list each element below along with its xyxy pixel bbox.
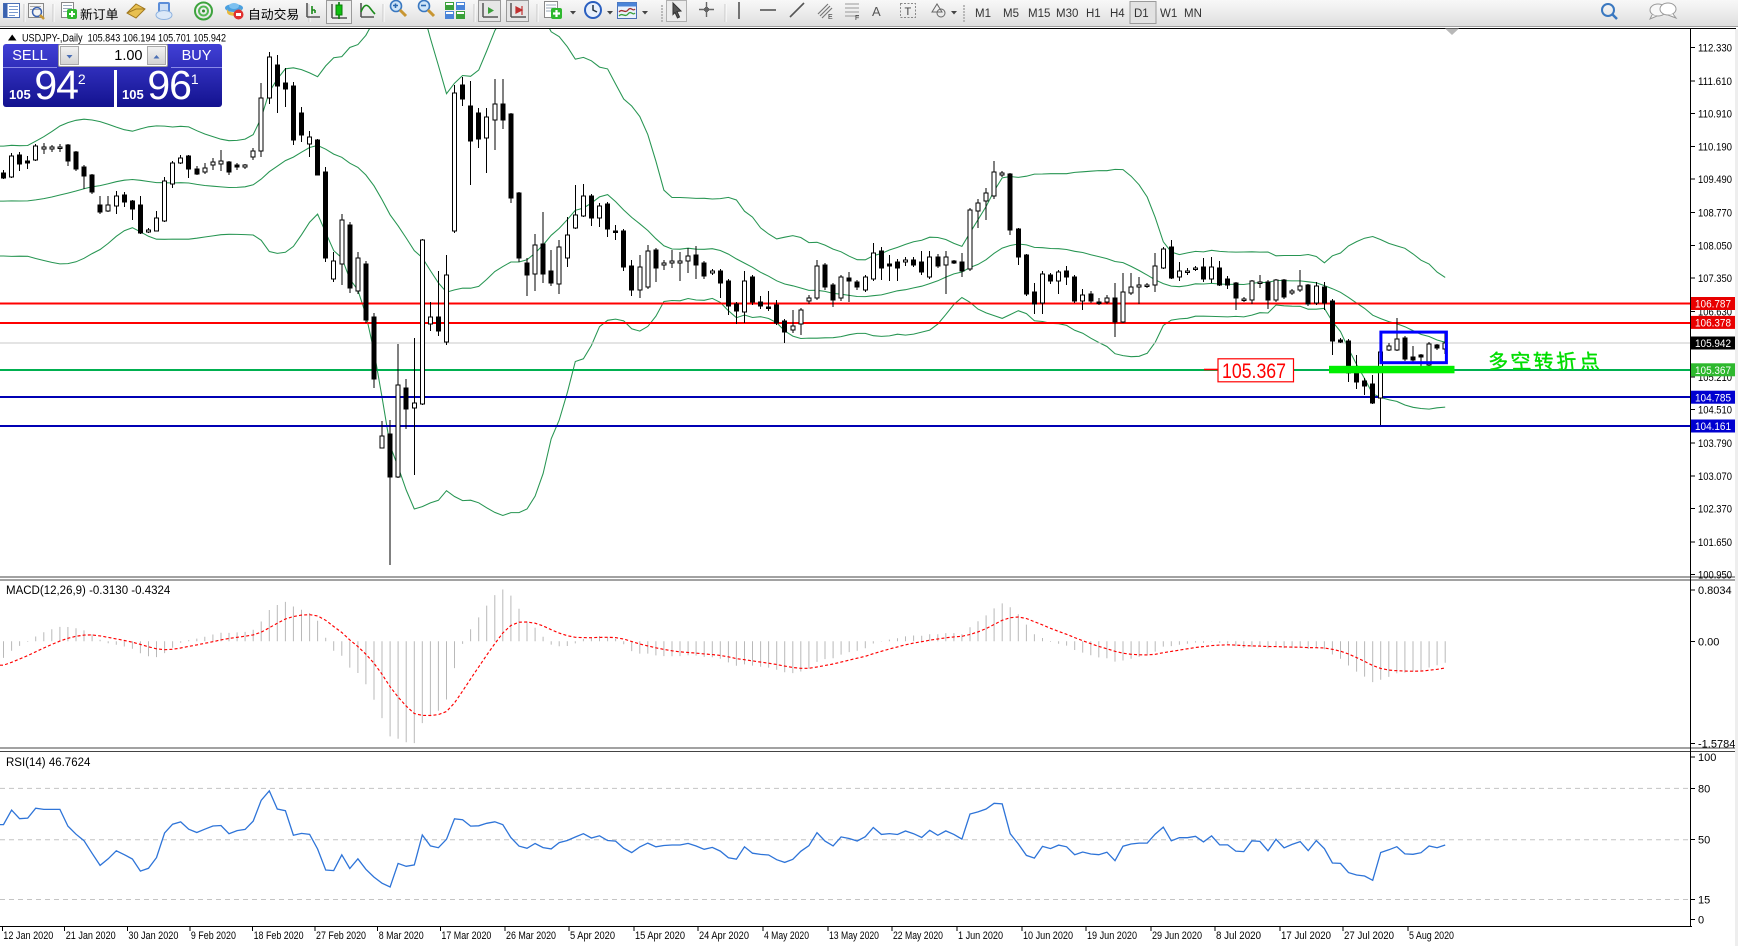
svg-text:5 Aug 2020: 5 Aug 2020 [1409,930,1454,942]
svg-text:30 Jan 2020: 30 Jan 2020 [128,930,178,942]
svg-text:H4: H4 [1110,8,1125,20]
svg-text:111.610: 111.610 [1698,76,1732,88]
svg-text:M1: M1 [975,8,991,20]
svg-text:15: 15 [1698,895,1710,907]
svg-text:E: E [828,14,833,21]
svg-text:104.161: 104.161 [1695,421,1731,433]
svg-text:27 Jul 2020: 27 Jul 2020 [1344,930,1394,942]
svg-text:106.787: 106.787 [1695,299,1731,311]
svg-text:D1: D1 [1134,8,1149,20]
svg-text:F: F [855,15,859,22]
svg-text:8 Mar 2020: 8 Mar 2020 [379,930,424,942]
svg-text:105.367: 105.367 [1222,360,1286,383]
svg-text:0.8034: 0.8034 [1698,585,1732,597]
svg-text:101.650: 101.650 [1698,537,1732,549]
svg-text:T: T [905,6,912,18]
svg-text:104.510: 104.510 [1698,405,1732,417]
svg-text:13 May 2020: 13 May 2020 [829,930,879,942]
svg-text:103.790: 103.790 [1698,438,1732,450]
svg-text:105.367: 105.367 [1695,365,1731,377]
svg-text:M30: M30 [1056,8,1078,20]
svg-text:10 Jun 2020: 10 Jun 2020 [1023,930,1073,942]
svg-text:MN: MN [1184,8,1202,20]
svg-text:100.950: 100.950 [1698,569,1732,581]
svg-text:18 Feb 2020: 18 Feb 2020 [254,930,304,942]
svg-text:5 Apr 2020: 5 Apr 2020 [570,930,615,942]
svg-text:80: 80 [1698,784,1710,796]
svg-text:103.070: 103.070 [1698,471,1732,483]
svg-text:106.378: 106.378 [1695,318,1731,330]
svg-text:22 May 2020: 22 May 2020 [893,930,943,942]
svg-text:0.00: 0.00 [1698,637,1719,649]
svg-text:110.910: 110.910 [1698,108,1732,120]
svg-text:104.785: 104.785 [1695,392,1731,404]
svg-text:17 Mar 2020: 17 Mar 2020 [441,930,491,942]
svg-text:15 Apr 2020: 15 Apr 2020 [635,930,685,942]
svg-text:21 Jan 2020: 21 Jan 2020 [66,930,116,942]
svg-text:24 Apr 2020: 24 Apr 2020 [699,930,749,942]
svg-text:W1: W1 [1160,8,1177,20]
svg-text:A: A [872,4,881,19]
svg-text:9 Feb 2020: 9 Feb 2020 [191,930,236,942]
svg-text:17 Jul 2020: 17 Jul 2020 [1281,930,1331,942]
svg-text:1 Jun 2020: 1 Jun 2020 [958,930,1003,942]
svg-text:4 May 2020: 4 May 2020 [764,930,809,942]
svg-text:112.330: 112.330 [1698,43,1732,55]
svg-text:USDJPY-,Daily 105.843 106.194: USDJPY-,Daily 105.843 106.194 105.701 10… [22,33,226,45]
svg-text:105.942: 105.942 [1695,338,1731,350]
svg-text:19 Jun 2020: 19 Jun 2020 [1087,930,1137,942]
svg-text:RSI(14) 46.7624: RSI(14) 46.7624 [6,757,91,769]
svg-text:109.490: 109.490 [1698,174,1732,186]
svg-text:102.370: 102.370 [1698,504,1732,516]
svg-text:M5: M5 [1003,8,1019,20]
svg-text:12 Jan 2020: 12 Jan 2020 [3,930,53,942]
svg-text:8 Jul 2020: 8 Jul 2020 [1216,930,1261,942]
svg-text:110.190: 110.190 [1698,142,1732,154]
svg-text:50: 50 [1698,835,1710,847]
svg-text:29 Jun 2020: 29 Jun 2020 [1152,930,1202,942]
svg-text:107.350: 107.350 [1698,273,1732,285]
svg-text:108.050: 108.050 [1698,241,1732,253]
svg-text:108.770: 108.770 [1698,207,1732,219]
svg-text:27 Feb 2020: 27 Feb 2020 [316,930,366,942]
svg-text:M15: M15 [1028,8,1050,20]
svg-text:MACD(12,26,9) -0.3130 -0.4324: MACD(12,26,9) -0.3130 -0.4324 [6,585,171,597]
svg-text:H1: H1 [1086,8,1101,20]
svg-text:100: 100 [1698,752,1716,764]
svg-text:-1.5784: -1.5784 [1698,739,1735,751]
svg-text:26 Mar 2020: 26 Mar 2020 [506,930,556,942]
svg-text:0: 0 [1698,915,1704,927]
